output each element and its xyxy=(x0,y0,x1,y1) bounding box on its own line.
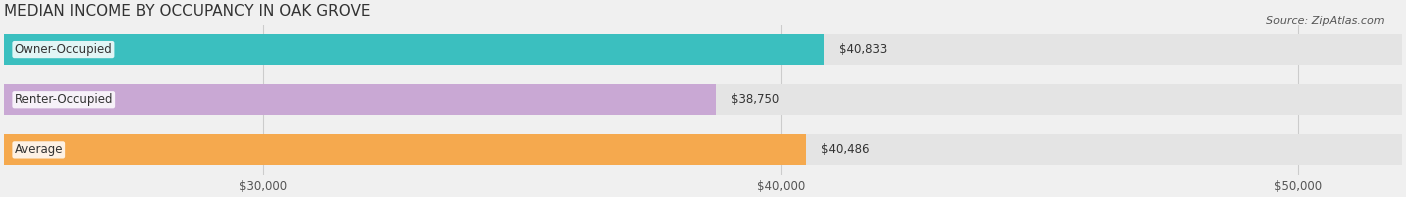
Bar xyxy=(4,84,1402,115)
Text: Source: ZipAtlas.com: Source: ZipAtlas.com xyxy=(1267,16,1385,26)
Text: Average: Average xyxy=(14,143,63,156)
Text: $40,833: $40,833 xyxy=(839,43,887,56)
Bar xyxy=(4,134,806,165)
Bar xyxy=(4,84,716,115)
Bar xyxy=(4,34,1402,65)
Text: MEDIAN INCOME BY OCCUPANCY IN OAK GROVE: MEDIAN INCOME BY OCCUPANCY IN OAK GROVE xyxy=(4,4,371,19)
Text: $40,486: $40,486 xyxy=(821,143,870,156)
Text: Renter-Occupied: Renter-Occupied xyxy=(14,93,112,106)
Bar xyxy=(4,134,1402,165)
Text: Owner-Occupied: Owner-Occupied xyxy=(14,43,112,56)
Text: $38,750: $38,750 xyxy=(731,93,780,106)
Bar xyxy=(4,34,824,65)
